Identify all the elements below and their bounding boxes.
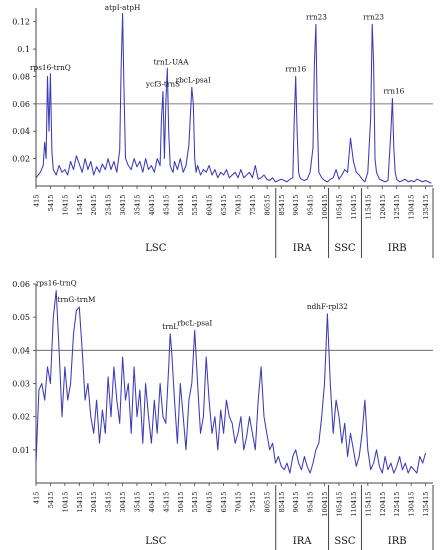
- chart-bottom-xtick-label: 60415: [206, 492, 214, 513]
- chart-bottom-xtick-label: 100415: [321, 492, 329, 517]
- chart-bottom-xtick-label: 415: [33, 492, 41, 505]
- chart-bottom-xtick-label: 120415: [379, 492, 387, 517]
- chart-bottom-xtick-label: 80515: [264, 492, 272, 513]
- chart-top-xtick-label: 85415: [278, 195, 286, 216]
- chart-top-peak-label: atpI-atpH: [105, 3, 141, 12]
- chart-top-xtick-label: 25415: [105, 195, 113, 216]
- chart-top-xtick-label: 30415: [119, 195, 127, 216]
- chart-top-peak-label: ycf3-trnS: [145, 80, 180, 89]
- chart-panel-bottom: 0.01 0.02 0.03 0.04 0.05 0.06 415 5415 10415 1541…: [12, 279, 434, 550]
- chart-top-xtick-label: 5415: [47, 195, 55, 212]
- chart-bottom-ytick-label: 0.02: [12, 413, 30, 422]
- chart-bottom-peak-label: trnL: [162, 322, 178, 331]
- chart-top-peak-label: rrn16: [383, 86, 404, 95]
- chart-top-xtick-label: 55415: [191, 195, 199, 216]
- chart-top-xtick-label: 135415: [422, 195, 430, 220]
- chart-bottom-xtick-label: 40415: [148, 492, 156, 513]
- chart-bottom-peak-label: rps16-trnQ: [36, 279, 77, 288]
- chart-bottom-xtick-label: 110415: [350, 492, 358, 517]
- chart-bottom-xtick-label: 30415: [119, 492, 127, 513]
- chart-top-region-label: IRA: [293, 243, 312, 254]
- chart-top-ytick-label: 0.1: [17, 45, 30, 54]
- chart-top-ytick-label: 0.12: [12, 18, 30, 27]
- chart-top-peak-label: trnL-UAA: [154, 58, 190, 67]
- chart-top-peak-label: rrn23: [306, 12, 327, 21]
- chart-bottom-xtick-label: 15415: [76, 492, 84, 513]
- chart-top-ytick-label: 0.02: [12, 155, 30, 164]
- chart-bottom-xtick-label: 135415: [422, 492, 430, 517]
- chart-top-xtick-label: 130415: [408, 195, 416, 220]
- chart-bottom-xtick-label: 65415: [220, 492, 228, 513]
- chart-top-xtick-label: 50415: [177, 195, 185, 216]
- chart-top-xtick-label: 15415: [76, 195, 84, 216]
- chart-bottom-peak-label: trnG-trnM: [57, 295, 96, 304]
- chart-top-ytick-label: 0.04: [12, 127, 30, 136]
- chart-bottom-region-label: IRA: [293, 536, 312, 547]
- chart-top-xtick-label: 70415: [234, 195, 242, 216]
- chart-top-peak-label: rbcL-psaI: [176, 75, 211, 84]
- chart-top-peak-label: rrn16: [285, 64, 306, 73]
- chart-bottom-xtick-label: 125415: [393, 492, 401, 517]
- chart-bottom-xtick-label: 130415: [408, 492, 416, 517]
- chart-bottom-xtick-label: 115415: [364, 492, 372, 517]
- chart-bottom-xtick-label: 90415: [292, 492, 300, 513]
- chart-bottom-xtick-label: 25415: [105, 492, 113, 513]
- chart-bottom-xtick-label: 105415: [335, 492, 343, 517]
- chart-top-xtick-label: 90415: [292, 195, 300, 216]
- chart-top-peak-label: rps16-trnQ: [30, 63, 71, 72]
- chart-bottom-xtick-label: 5415: [47, 492, 55, 509]
- chart-top-xtick-label: 45415: [162, 195, 170, 216]
- chart-top-ytick-label: 0.08: [12, 72, 30, 81]
- chart-top-xtick-label: 35415: [133, 195, 141, 216]
- chart-top-xtick-label: 100415: [321, 195, 329, 220]
- chart-bottom-ytick-label: 0.01: [12, 446, 30, 455]
- chart-top-xtick-label: 10415: [61, 195, 69, 216]
- chart-bottom-xtick-label: 55415: [191, 492, 199, 513]
- chart-top-region-label: LSC: [145, 243, 166, 254]
- chart-top-xtick-label: 20415: [90, 195, 98, 216]
- chart-top-xtick-label: 105415: [335, 195, 343, 220]
- chart-bottom-xtick-label: 20415: [90, 492, 98, 513]
- chart-top-xtick-label: 80515: [264, 195, 272, 216]
- chart-bottom-xtick-label: 10415: [61, 492, 69, 513]
- chart-panel-top: 0.02 0.04 0.06 0.08 0.1 0.12 415 5415 10415 15415…: [12, 3, 434, 258]
- chart-bottom-xtick-label: 95415: [307, 492, 315, 513]
- chart-top-xtick-label: 110415: [350, 195, 358, 220]
- chart-bottom-xtick-label: 35415: [133, 492, 141, 513]
- chart-bottom-ytick-label: 0.06: [12, 280, 30, 289]
- chart-bottom-ytick-label: 0.03: [12, 380, 30, 389]
- chart-top-xtick-label: 75415: [249, 195, 257, 216]
- chart-bottom-region-label: IRB: [388, 536, 407, 547]
- chart-top-ytick-label: 0.06: [12, 100, 30, 109]
- chart-bottom-series-line: [35, 290, 427, 474]
- chart-bottom-region-label: LSC: [145, 536, 166, 547]
- chart-top-xtick-label: 125415: [393, 195, 401, 220]
- chart-top-xtick-label: 120415: [379, 195, 387, 220]
- chart-bottom-xtick-label: 85415: [278, 492, 286, 513]
- chart-top-xtick-label: 65415: [220, 195, 228, 216]
- chart-top-xtick-label: 95415: [307, 195, 315, 216]
- chart-bottom-region-label: SSC: [334, 536, 356, 547]
- chart-bottom-xtick-label: 70415: [234, 492, 242, 513]
- chart-top-region-label: SSC: [334, 243, 356, 254]
- chart-top-xtick-label: 115415: [364, 195, 372, 220]
- chart-bottom-peak-label: ndhF-rpl32: [307, 302, 348, 311]
- chart-top-xtick-label: 415: [33, 195, 41, 208]
- chart-top-xtick-label: 60415: [206, 195, 214, 216]
- chart-bottom-xtick-label: 50415: [177, 492, 185, 513]
- chart-top-series-line: [35, 12, 432, 184]
- chart-bottom-xtick-label: 45415: [162, 492, 170, 513]
- chart-top-region-label: IRB: [388, 243, 407, 254]
- chart-bottom-ytick-label: 0.05: [12, 313, 30, 322]
- chart-bottom-xtick-label: 75415: [249, 492, 257, 513]
- chart-top-xtick-label: 40415: [148, 195, 156, 216]
- chart-bottom-peak-label: rbcL-psaI: [177, 318, 212, 327]
- chart-top-peak-label: rrn23: [363, 12, 384, 21]
- chart-bottom-ytick-label: 0.04: [12, 346, 30, 355]
